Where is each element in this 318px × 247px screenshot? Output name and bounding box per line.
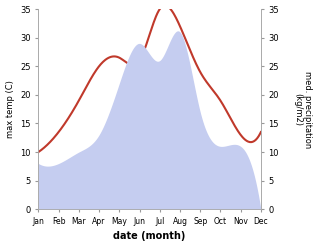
X-axis label: date (month): date (month) xyxy=(114,231,186,242)
Y-axis label: med. precipitation
(kg/m2): med. precipitation (kg/m2) xyxy=(293,71,313,148)
Y-axis label: max temp (C): max temp (C) xyxy=(5,80,15,138)
